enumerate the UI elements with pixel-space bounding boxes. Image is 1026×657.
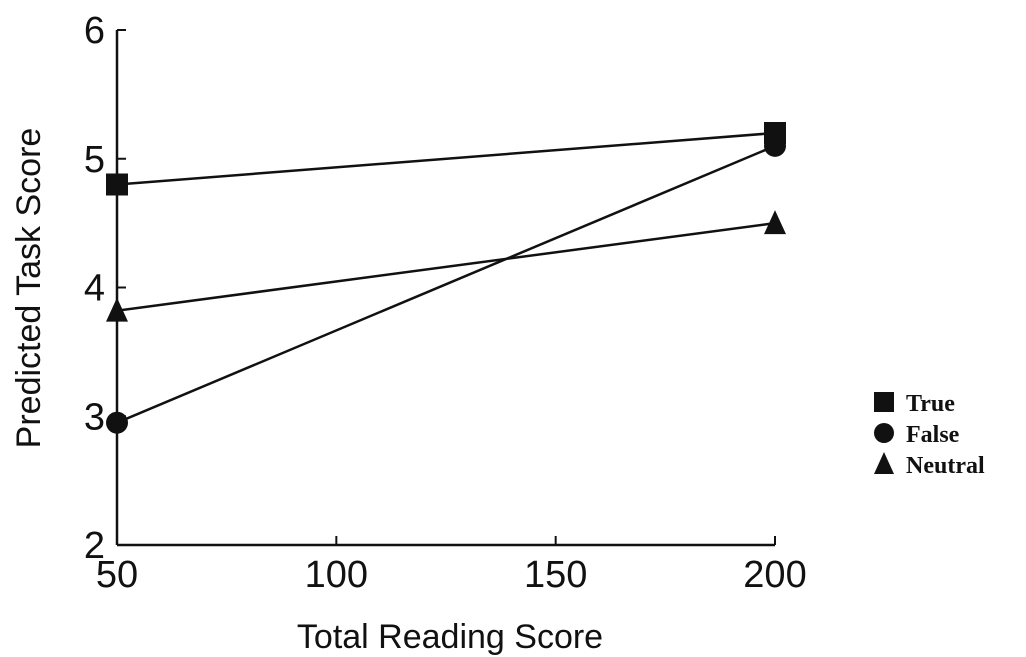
x-axis-title: Total Reading Score bbox=[297, 618, 603, 656]
tick-labels: 2 3 4 5 6 50 100 150 200 bbox=[84, 10, 807, 596]
series-line-neutral bbox=[116, 221, 776, 312]
data-point-neutral bbox=[764, 210, 786, 235]
x-tick-label: 50 bbox=[96, 554, 138, 596]
data-point-neutral bbox=[106, 297, 128, 322]
data-point-false bbox=[764, 134, 786, 157]
data-point-false bbox=[106, 411, 128, 434]
x-tick-label: 100 bbox=[305, 554, 368, 596]
legend-marker-false bbox=[874, 423, 894, 443]
legend-marker-true bbox=[874, 392, 894, 412]
x-tick-label: 150 bbox=[524, 554, 587, 596]
y-tick-label: 2 bbox=[84, 525, 105, 567]
series-line-false bbox=[116, 144, 776, 424]
series-layer bbox=[106, 122, 786, 434]
legend: True False Neutral bbox=[874, 391, 985, 479]
y-tick-label: 4 bbox=[84, 268, 105, 310]
legend-marker-neutral bbox=[874, 452, 894, 474]
axes bbox=[115, 29, 776, 547]
y-tick-label: 6 bbox=[84, 10, 105, 52]
y-axis-title: Predicted Task Score bbox=[10, 128, 48, 449]
series-false bbox=[106, 134, 786, 434]
legend-label-true: True bbox=[906, 391, 955, 417]
series-neutral bbox=[106, 210, 786, 322]
series-line-true bbox=[116, 131, 776, 186]
legend-label-false: False bbox=[906, 422, 960, 448]
data-point-true bbox=[106, 173, 128, 196]
x-tick-label: 200 bbox=[743, 554, 806, 596]
y-tick-label: 3 bbox=[84, 396, 105, 438]
y-tick-label: 5 bbox=[84, 139, 105, 181]
legend-label-neutral: Neutral bbox=[906, 453, 985, 479]
